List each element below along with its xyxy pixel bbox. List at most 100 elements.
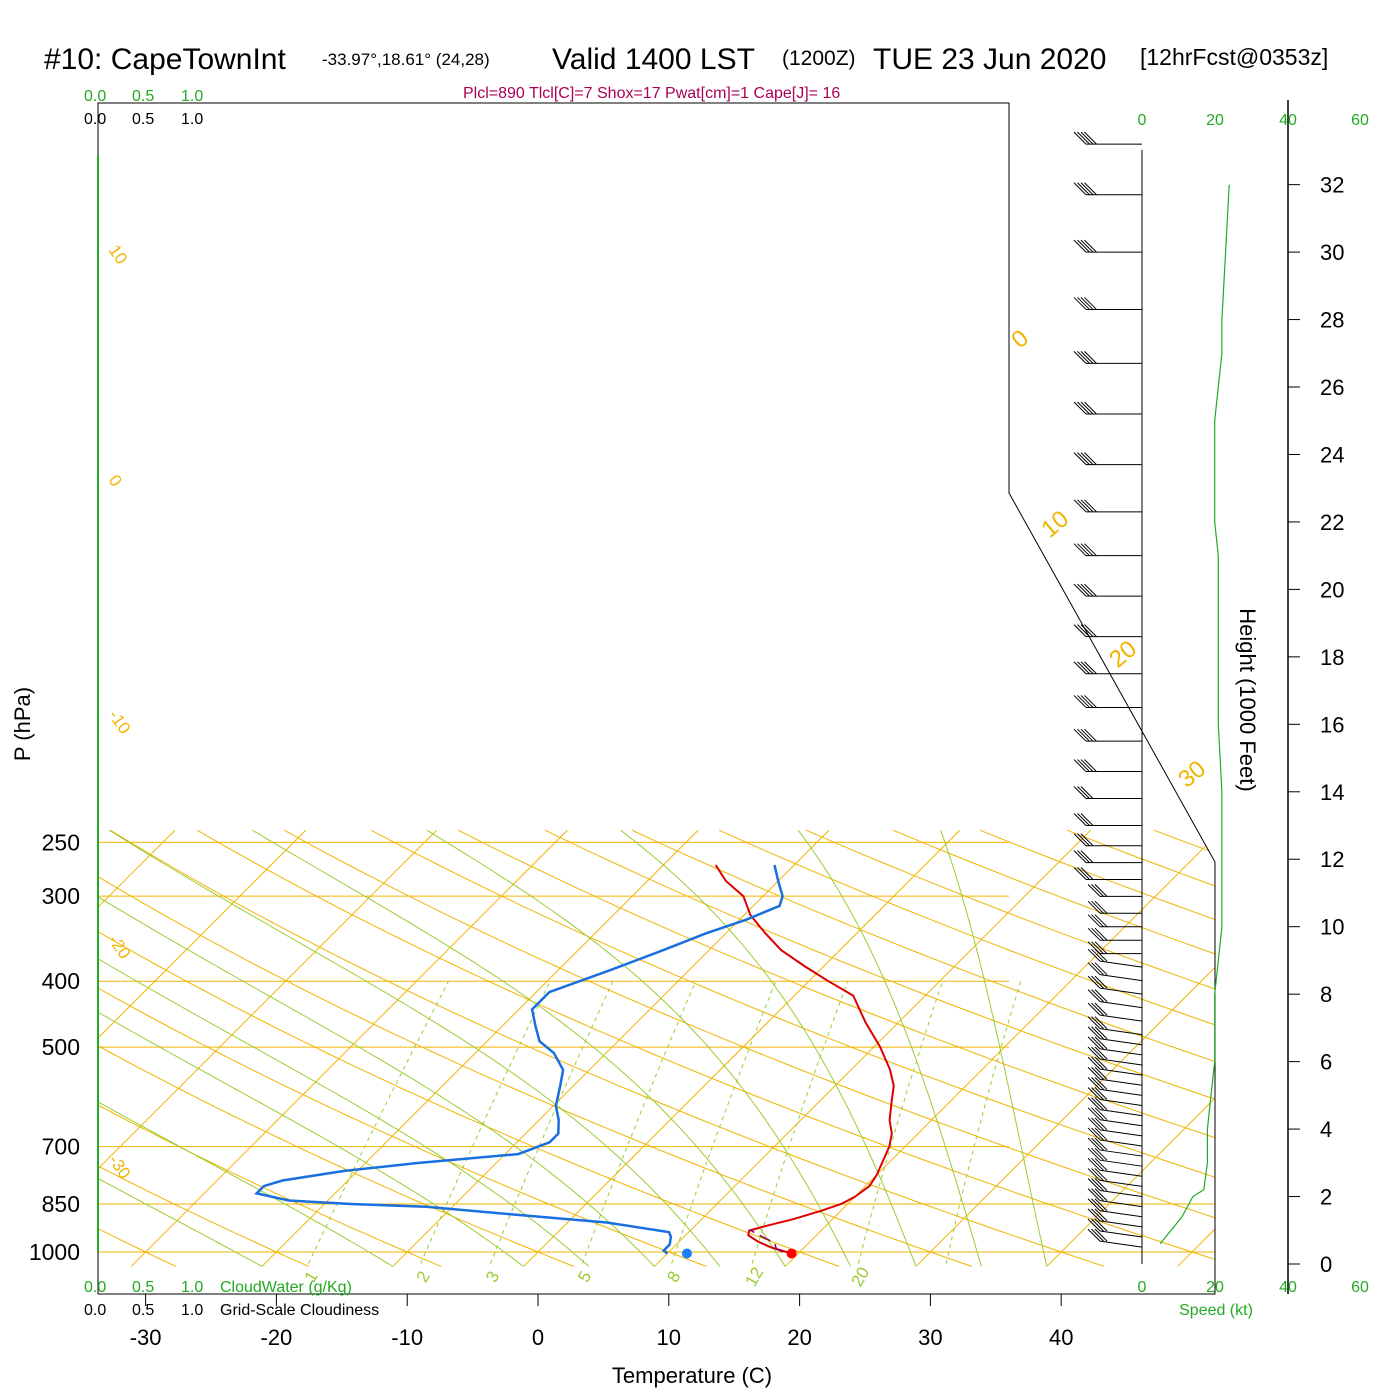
wind-barb-flag <box>1084 401 1097 415</box>
wind-barb-flag <box>1091 1026 1104 1040</box>
dry-adiabat-line <box>197 829 1215 1267</box>
temperature-tick-label: -20 <box>261 1325 293 1350</box>
wind-barb-flag <box>1091 1208 1104 1222</box>
zulu-time: (1200Z) <box>782 47 856 70</box>
wind-barb-flag <box>1094 1127 1108 1141</box>
isotherm-label: 0 <box>1006 325 1034 354</box>
wind-barb <box>1099 1038 1143 1046</box>
wind-barb <box>1099 1159 1143 1167</box>
dry-adiabat-label: 0 <box>105 471 126 490</box>
wind-barb-flag <box>1091 900 1104 914</box>
wind-barb-flag <box>1087 1147 1101 1161</box>
wind-barb-flag <box>1073 728 1087 742</box>
wind-barb-flag <box>1094 1198 1108 1212</box>
wind-barb-flag <box>1087 1168 1101 1181</box>
wind-barb-flag <box>1073 583 1087 597</box>
cloudwater-bottom-tick: 0.5 <box>132 1279 154 1296</box>
wind-barb-flag <box>1087 1056 1101 1070</box>
temperature-tick-label: -30 <box>130 1325 162 1350</box>
wind-barb-flag <box>1073 867 1087 880</box>
wind-barb-flag <box>1077 452 1090 465</box>
wind-barb-flag <box>1094 1157 1108 1171</box>
wind-barb-flag <box>1094 1076 1108 1090</box>
mixing-ratio-label: 8 <box>663 1268 684 1286</box>
wind-barb-flag <box>1080 624 1094 637</box>
wind-barb-flag <box>1094 941 1108 955</box>
wind-barb-flag <box>1080 759 1094 772</box>
wind-barb-flag <box>1077 182 1090 196</box>
cloudiness-bottom-tick: 0.5 <box>132 1302 154 1319</box>
valid-time: Valid 1400 LST <box>552 43 755 76</box>
wind-barb-flag <box>1087 1218 1101 1232</box>
wind-barb-flag <box>1094 1117 1108 1131</box>
wind-barb-flag <box>1087 927 1101 941</box>
wind-barb-flag <box>1094 1066 1108 1080</box>
wind-barb-flag <box>1080 813 1094 826</box>
height-tick-label: 6 <box>1320 1050 1332 1075</box>
wind-barb <box>1099 1088 1143 1096</box>
wind-barb-flag <box>1087 1087 1101 1100</box>
wind-barb-flag <box>1087 1178 1101 1191</box>
wind-barb-flag <box>1087 948 1101 962</box>
height-tick-label: 8 <box>1320 982 1332 1007</box>
mixing-ratio-label: 12 <box>741 1264 767 1290</box>
wind-barb-flag <box>1094 975 1108 989</box>
wind-barb <box>1099 1149 1143 1157</box>
isotherm-line <box>98 829 176 1267</box>
wind-barb-flag <box>1091 1066 1104 1080</box>
mixing-ratio-line <box>945 981 1022 1264</box>
wind-barb-flag <box>1080 728 1094 742</box>
moist-adiabat-line <box>109 829 721 1267</box>
wind-barb-flag <box>1087 1208 1101 1222</box>
moist-adiabat-line <box>797 829 982 1267</box>
wind-barb-flag <box>1094 1188 1108 1202</box>
wind-barb-flag <box>1073 624 1087 637</box>
wind-barb-flag <box>1073 401 1087 415</box>
dry-adiabat-line <box>98 829 574 1267</box>
wind-barb <box>1099 1078 1143 1086</box>
wind-barb-flag <box>1077 786 1090 799</box>
cloudiness-label: Grid-Scale Cloudiness <box>220 1302 379 1319</box>
wind-barb-flag <box>1094 900 1108 914</box>
isotherm-line <box>523 829 961 1267</box>
wind-barb-flag <box>1073 813 1087 826</box>
wind-barb-flag <box>1091 1036 1104 1050</box>
wind-barb <box>1099 1210 1143 1218</box>
mixing-ratio-label: 20 <box>847 1264 873 1290</box>
wind-barb-flag <box>1073 182 1087 196</box>
wind-barb-flag <box>1084 543 1097 557</box>
wind-barb <box>1099 1220 1143 1228</box>
wind-barb-flag <box>1080 850 1094 863</box>
wind-barb-flag <box>1087 975 1101 989</box>
wind-barb-flag <box>1073 833 1087 847</box>
wind-barb-flag <box>1094 1056 1108 1070</box>
wind-barb-flag <box>1087 1026 1101 1040</box>
wind-barb-flag <box>1080 543 1094 557</box>
wind-barb-flag <box>1077 833 1090 847</box>
wind-barb <box>1099 1058 1143 1066</box>
wind-barb-flag <box>1084 728 1097 742</box>
wind-barb-flag <box>1080 833 1094 847</box>
wind-barb <box>1099 1098 1143 1106</box>
wind-barb-flag <box>1087 1157 1101 1171</box>
wind-barb-flag <box>1077 624 1090 637</box>
wind-barb-flag <box>1087 1002 1101 1016</box>
wind-barb-flag <box>1077 351 1090 364</box>
mixing-ratio-label: 5 <box>574 1268 595 1286</box>
moist-adiabat-line <box>98 829 524 1267</box>
wind-barb-flag <box>1091 1178 1104 1191</box>
cloudiness-bottom-tick: 1.0 <box>181 1302 203 1319</box>
parcel-path-line <box>749 1229 783 1253</box>
height-tick-label: 26 <box>1320 375 1344 400</box>
wind-barb-flag <box>1091 962 1104 976</box>
wind-barb-flag <box>1094 1178 1108 1191</box>
wind-barb-flag <box>1073 543 1087 557</box>
height-tick-label: 10 <box>1320 915 1344 940</box>
wind-barb-flag <box>1080 695 1094 708</box>
wind-barb-flag <box>1087 962 1101 976</box>
wind-barb-flag <box>1087 900 1101 914</box>
speed-top-tick: 40 <box>1279 112 1297 129</box>
wind-barb-flag <box>1080 131 1094 145</box>
speed-top-tick: 60 <box>1351 112 1369 129</box>
wind-barb-flag <box>1080 499 1094 513</box>
